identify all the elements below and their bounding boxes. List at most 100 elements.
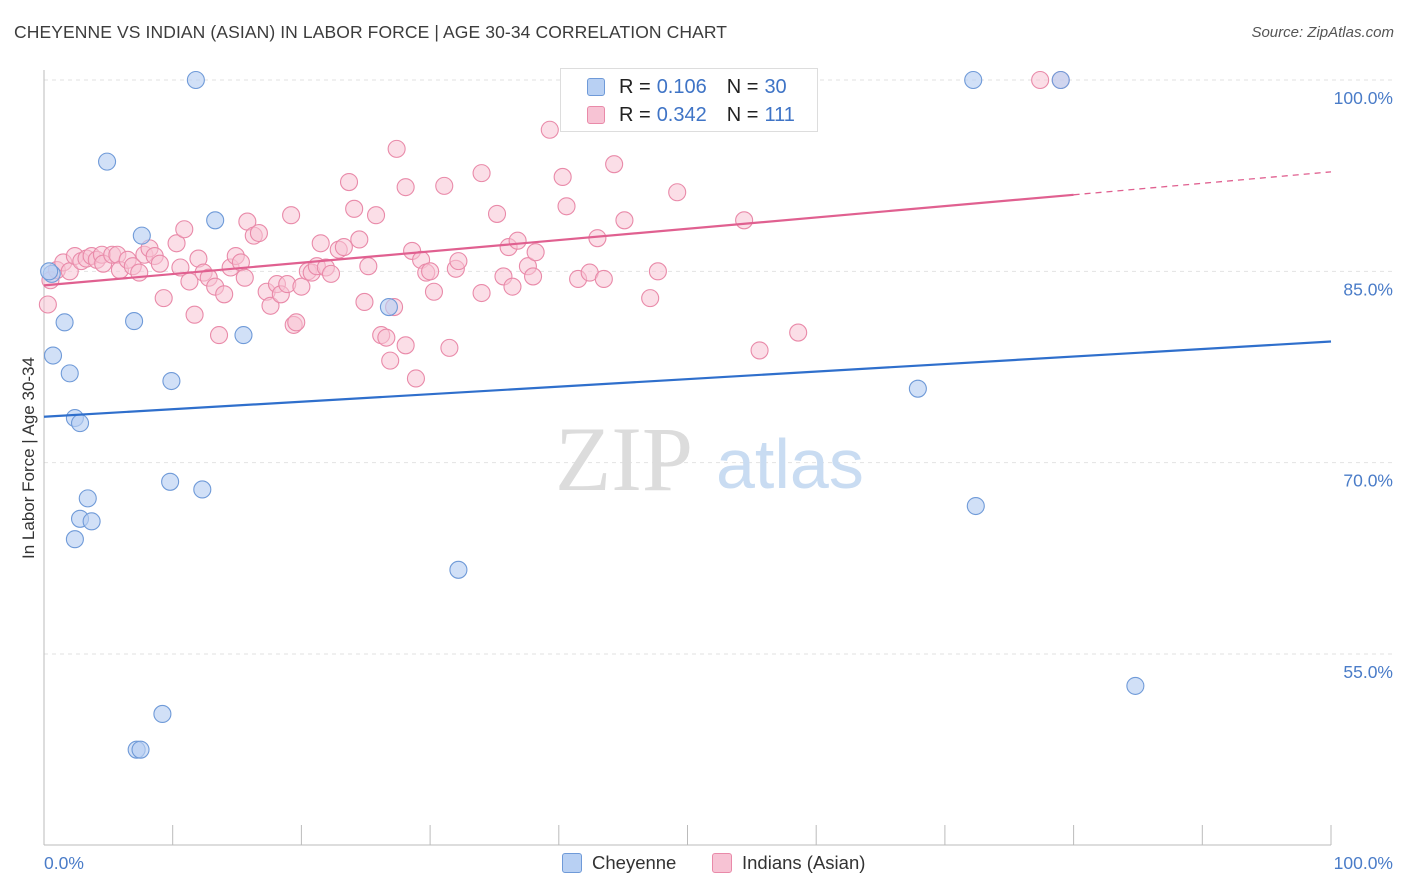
data-point-cheyenne bbox=[153, 704, 172, 724]
data-point-indian bbox=[355, 292, 374, 311]
data-point-indian bbox=[167, 234, 186, 253]
data-point-cheyenne bbox=[186, 70, 205, 90]
legend-r-value: 0.106 bbox=[656, 75, 707, 98]
y-tick-labels: 55.0% 70.0% 85.0% 100.0% bbox=[1334, 88, 1393, 682]
legend-n-value: 30 bbox=[764, 75, 787, 98]
data-point-indian bbox=[350, 230, 369, 249]
series-indians-asian bbox=[38, 70, 1070, 388]
data-point-indian bbox=[282, 206, 301, 225]
data-point-indian bbox=[261, 296, 280, 315]
data-point-indian bbox=[175, 220, 194, 239]
data-point-cheyenne bbox=[206, 211, 225, 230]
data-point-cheyenne bbox=[40, 262, 59, 281]
bottom-swatch-indian bbox=[712, 853, 732, 873]
data-point-indian bbox=[154, 289, 173, 308]
correlation-legend: R = 0.106 N = 30 R = 0.342 N = 111 bbox=[560, 68, 818, 132]
x-tick-label: 100.0% bbox=[1334, 853, 1393, 873]
data-point-cheyenne bbox=[1126, 676, 1145, 695]
watermark: ZIP atlas bbox=[555, 408, 864, 510]
data-point-cheyenne bbox=[70, 414, 90, 433]
data-point-indian bbox=[472, 283, 491, 303]
data-point-indian bbox=[1031, 70, 1050, 90]
data-point-cheyenne bbox=[131, 740, 150, 759]
data-point-indian bbox=[526, 243, 545, 262]
series-cheyenne bbox=[40, 70, 1145, 759]
data-point-cheyenne bbox=[55, 313, 74, 332]
data-point-cheyenne bbox=[162, 371, 181, 391]
data-point-cheyenne bbox=[449, 560, 468, 579]
data-point-cheyenne bbox=[379, 297, 398, 317]
data-point-indian bbox=[377, 328, 396, 347]
data-point-indian bbox=[508, 231, 527, 250]
data-point-indian bbox=[334, 238, 353, 257]
data-point-indian bbox=[249, 224, 268, 243]
data-point-indian bbox=[503, 277, 522, 296]
data-point-cheyenne bbox=[966, 496, 985, 516]
legend-row-cheyenne: R = 0.106 N = 30 bbox=[587, 73, 793, 101]
data-point-cheyenne bbox=[43, 346, 63, 365]
data-point-indian bbox=[789, 323, 808, 342]
data-point-cheyenne bbox=[161, 472, 180, 491]
y-tick-label: 85.0% bbox=[1343, 279, 1393, 299]
watermark-zip: ZIP bbox=[555, 408, 693, 510]
watermark-atlas: atlas bbox=[716, 425, 864, 503]
data-point-indian bbox=[345, 199, 364, 218]
data-point-indian bbox=[287, 313, 306, 332]
y-tick-label: 100.0% bbox=[1334, 88, 1393, 108]
data-point-indian bbox=[396, 336, 415, 355]
data-point-indian bbox=[449, 252, 468, 271]
data-point-cheyenne bbox=[132, 226, 151, 245]
data-point-indian bbox=[387, 139, 406, 158]
data-point-cheyenne bbox=[78, 489, 97, 508]
gridlines bbox=[44, 79, 1392, 655]
bottom-legend-label: Indians (Asian) bbox=[742, 852, 866, 873]
bottom-legend-label: Cheyenne bbox=[592, 852, 677, 873]
trend-lines bbox=[43, 171, 1332, 418]
data-point-indian bbox=[396, 178, 415, 197]
trend-line-indian-extension bbox=[1073, 171, 1332, 196]
data-point-indian bbox=[440, 338, 459, 357]
data-point-cheyenne bbox=[193, 480, 212, 499]
data-point-indian bbox=[38, 295, 57, 314]
data-point-indian bbox=[594, 269, 613, 289]
data-point-indian bbox=[339, 172, 359, 192]
data-point-cheyenne bbox=[65, 530, 84, 549]
trend-line-indian bbox=[43, 193, 1074, 287]
data-point-indian bbox=[553, 167, 572, 186]
trend-line-cheyenne bbox=[43, 340, 1332, 418]
data-point-indian bbox=[235, 268, 254, 287]
data-point-indian bbox=[311, 234, 330, 253]
data-point-indian bbox=[435, 176, 454, 195]
x-tick-labels: 0.0% 100.0% bbox=[44, 853, 1393, 873]
data-point-indian bbox=[424, 282, 444, 301]
data-point-indian bbox=[641, 289, 660, 308]
legend-r-value: 0.342 bbox=[656, 103, 707, 126]
data-point-indian bbox=[185, 305, 204, 324]
bottom-legend-cheyenne: Cheyenne bbox=[562, 852, 676, 874]
legend-swatch-cheyenne bbox=[587, 78, 605, 96]
data-point-indian bbox=[487, 204, 507, 223]
data-point-cheyenne bbox=[60, 364, 79, 383]
data-point-indian bbox=[648, 262, 667, 281]
data-point-indian bbox=[557, 197, 576, 216]
legend-r-label: R = bbox=[619, 75, 651, 98]
data-point-indian bbox=[171, 258, 190, 277]
legend-row-indian: R = 0.342 N = 111 bbox=[587, 101, 801, 129]
data-point-indian bbox=[668, 183, 687, 202]
data-point-cheyenne bbox=[964, 70, 983, 90]
bottom-swatch-cheyenne bbox=[562, 853, 582, 873]
y-axis-label: In Labor Force | Age 30-34 bbox=[19, 357, 38, 559]
data-point-cheyenne bbox=[1051, 70, 1070, 90]
data-point-indian bbox=[366, 206, 386, 225]
source-label: Source: ZipAtlas.com bbox=[1251, 24, 1394, 41]
data-point-indian bbox=[472, 164, 491, 183]
data-point-indian bbox=[540, 120, 559, 139]
data-point-indian bbox=[524, 267, 543, 286]
data-point-indian bbox=[292, 277, 311, 296]
data-point-indian bbox=[215, 285, 234, 304]
x-tick-label: 0.0% bbox=[44, 853, 84, 873]
data-point-cheyenne bbox=[98, 152, 117, 171]
data-point-cheyenne bbox=[82, 512, 101, 531]
bottom-legend-indian: Indians (Asian) bbox=[712, 852, 865, 874]
